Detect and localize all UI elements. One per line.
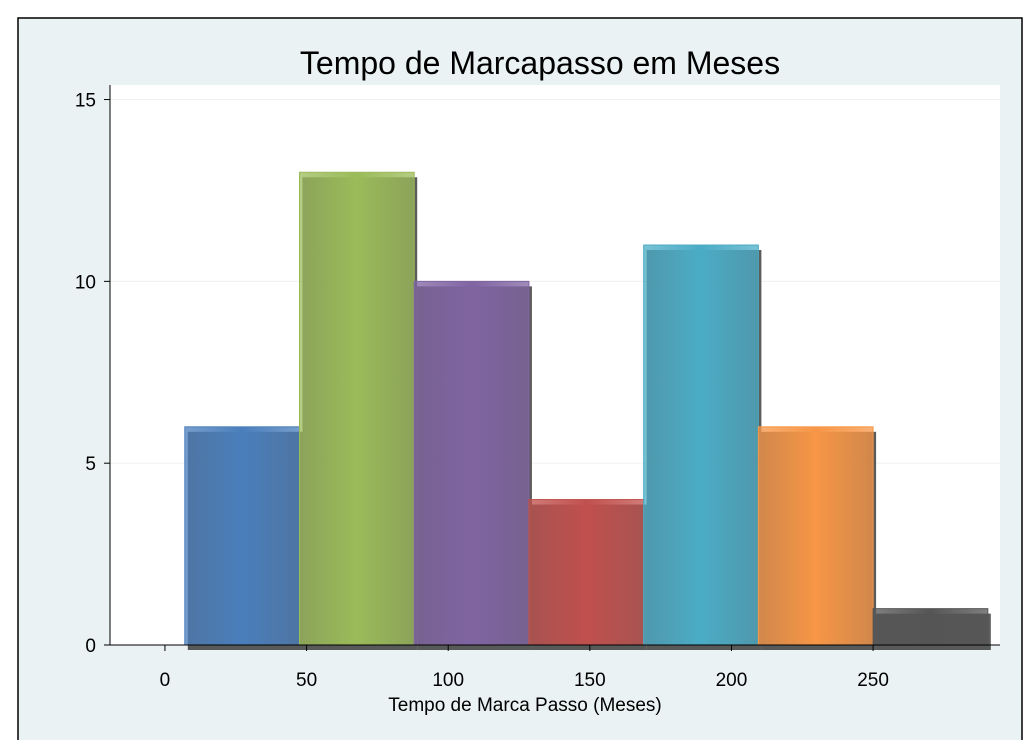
x-axis-label: Tempo de Marca Passo (Meses) xyxy=(388,695,662,716)
y-tick-label: 0 xyxy=(85,636,96,657)
y-tick-label: 10 xyxy=(75,272,96,293)
bar xyxy=(184,426,301,646)
bar xyxy=(299,171,415,646)
bar xyxy=(643,244,759,646)
x-tick-label: 0 xyxy=(160,670,171,691)
y-tick-label: 15 xyxy=(75,91,96,112)
x-tick-label: 50 xyxy=(296,670,317,691)
x-tick-label: 200 xyxy=(716,670,748,691)
x-tick-label: 150 xyxy=(574,670,606,691)
bar xyxy=(413,280,530,646)
x-tick-label: 100 xyxy=(432,670,464,691)
bar xyxy=(872,608,989,646)
chart-title: Tempo de Marcapasso em Meses xyxy=(300,45,780,81)
bar xyxy=(757,426,874,646)
bar xyxy=(528,499,645,646)
y-tick-label: 5 xyxy=(85,454,96,475)
x-tick-label: 250 xyxy=(857,670,889,691)
